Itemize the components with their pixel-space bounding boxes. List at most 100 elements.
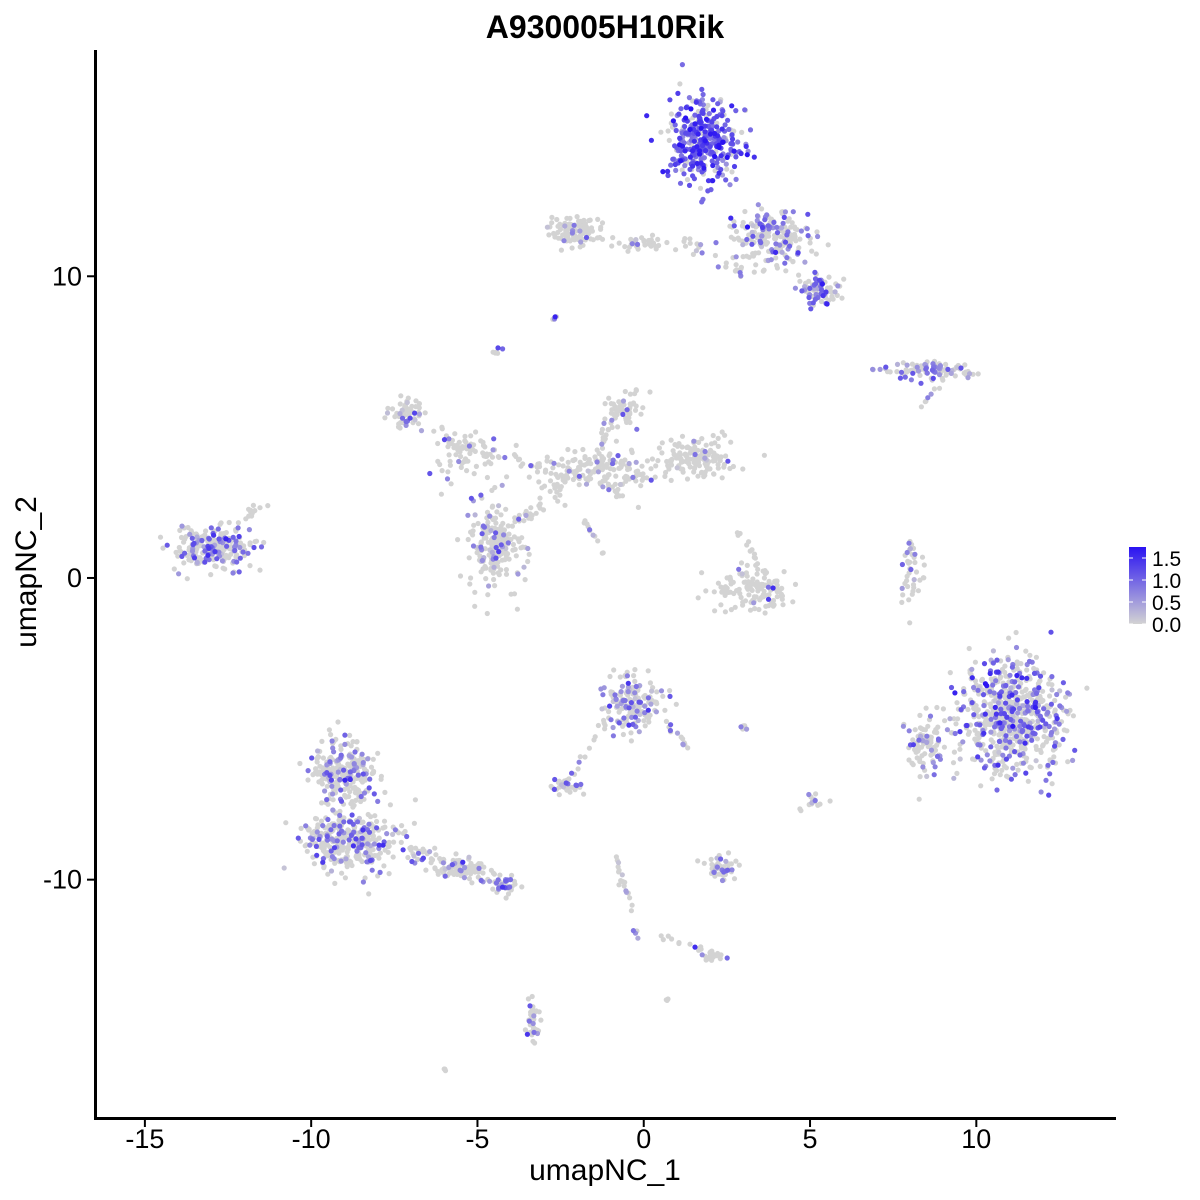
data-point [659,450,665,456]
data-point [782,260,788,266]
data-point [738,560,745,566]
data-point [667,458,674,464]
data-point [698,470,705,476]
data-point [552,776,558,783]
data-point [687,154,694,160]
data-point [673,127,679,134]
data-point [460,859,466,865]
data-point [595,469,602,475]
data-point [513,553,519,559]
data-point [709,119,715,125]
data-point [432,845,438,851]
data-point [699,250,705,256]
data-point [642,242,648,248]
data-point [1010,765,1016,771]
data-point [203,528,209,534]
data-point [462,433,468,439]
data-point [480,870,486,876]
data-point [427,849,433,855]
data-point [473,463,479,469]
data-point [325,816,331,823]
data-point [616,240,622,246]
data-point [492,484,498,491]
data-point [481,524,487,530]
data-point [409,858,415,865]
data-point [797,278,803,284]
data-point [737,270,743,276]
data-point [943,372,949,378]
data-point [1057,703,1063,709]
data-point [894,369,900,375]
data-point [969,700,975,706]
data-point [648,477,654,483]
data-point [1051,726,1058,732]
data-point [1052,707,1058,713]
data-point [521,564,527,570]
data-point [475,520,481,527]
data-point [509,872,515,879]
data-point [907,620,913,626]
data-point [620,731,627,738]
data-point [615,453,621,459]
data-point [625,684,632,690]
data-point [975,371,981,377]
data-point [658,933,664,939]
data-point [703,588,709,594]
data-point [940,377,946,383]
data-point [812,269,818,275]
data-point [483,531,489,537]
data-point [446,436,452,442]
data-point [1024,675,1030,681]
data-point [934,704,940,711]
data-point [413,398,419,404]
data-point [729,140,735,146]
data-point [702,129,708,135]
data-point [325,871,331,877]
data-point [763,240,770,246]
data-point [991,690,997,696]
data-point [712,153,718,160]
data-point [1023,770,1029,776]
data-point [998,725,1004,732]
data-point [548,783,554,789]
data-point [1014,672,1020,679]
data-point [347,776,353,783]
data-point [606,487,612,493]
data-point [574,214,580,220]
data-point [337,776,343,783]
data-point [715,462,721,468]
data-point [703,148,709,154]
x-tick-label: 0 [636,1124,651,1154]
data-point [331,822,337,829]
y-tick-label: 10 [52,261,82,291]
data-point [202,559,208,565]
data-point [999,744,1005,750]
data-point [993,711,1000,717]
data-point [806,294,812,301]
data-point [484,610,490,617]
data-point [699,436,705,442]
data-point [726,126,732,132]
data-point [346,837,352,843]
data-point [625,680,631,686]
data-point [618,689,624,695]
data-point [738,594,744,601]
data-point [177,548,183,554]
data-point [677,81,683,87]
data-point [672,122,678,128]
data-point [945,366,951,372]
data-point [680,741,686,747]
data-point [685,745,691,751]
data-point [319,800,325,806]
data-point [981,765,988,771]
data-point [226,519,232,526]
data-point [632,667,638,673]
data-point [910,737,916,743]
data-point [613,473,619,479]
data-point [756,250,762,256]
data-point [683,130,689,136]
data-point [558,247,565,253]
data-point [923,705,929,711]
data-point [512,515,518,521]
data-point [457,573,464,579]
